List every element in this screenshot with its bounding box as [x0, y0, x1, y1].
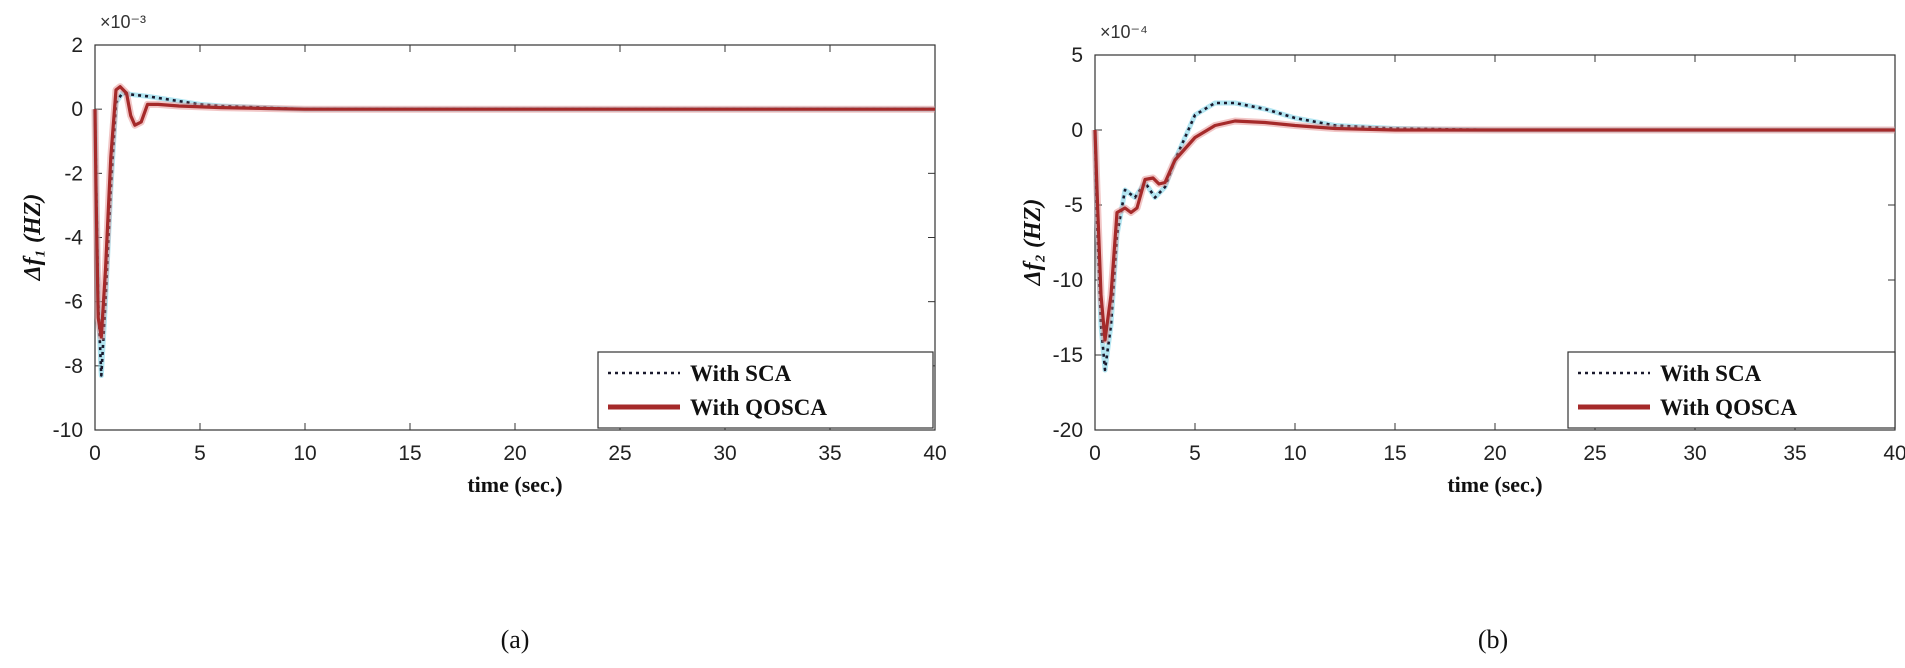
- x-tick-label: 0: [1089, 442, 1101, 465]
- x-tick-label: 40: [1883, 442, 1905, 465]
- x-tick-label: 35: [1783, 442, 1806, 465]
- chart-panel-b: 0 5 10 15 20 25 30 35 40 5 0 -5 -10 -15 -20 With SCA Wit…: [1020, 22, 1905, 654]
- y-axis-label: Δf₁ (HZ): [20, 194, 46, 282]
- x-tick-label: 35: [818, 442, 841, 465]
- y-tick-label: -20: [1053, 419, 1083, 442]
- x-tick-label: 0: [89, 442, 101, 465]
- y-tick-label: -6: [64, 291, 83, 314]
- legend-box: [597, 351, 934, 429]
- legend-box: [1567, 351, 1896, 429]
- x-axis-label: time (sec.): [1447, 472, 1542, 497]
- x-tick-label: 5: [1189, 442, 1201, 465]
- y-tick-label: -8: [64, 355, 83, 378]
- x-tick-label: 40: [923, 442, 946, 465]
- y-axis-label: Δf₂ (HZ): [1020, 199, 1046, 287]
- y-tick-label: 5: [1071, 44, 1083, 67]
- y-tick-label: -2: [64, 162, 83, 185]
- legend-label: With SCA: [1660, 361, 1762, 386]
- x-tick-label: 20: [503, 442, 526, 465]
- x-tick-label: 5: [194, 442, 206, 465]
- y-tick-label: -10: [1053, 269, 1083, 292]
- y-tick-label: 2: [71, 34, 83, 57]
- legend-label: With QOSCA: [1660, 395, 1797, 420]
- series-line-sca: [93, 91, 935, 377]
- y-tick-label: 0: [71, 98, 83, 121]
- y-tick-label: -4: [64, 227, 83, 250]
- x-tick-label: 15: [398, 442, 421, 465]
- x-tick-label: 10: [293, 442, 316, 465]
- x-tick-label: 15: [1383, 442, 1406, 465]
- y-tick-label: -15: [1053, 344, 1083, 367]
- y-axis-multiplier: ×10⁻³: [100, 12, 146, 32]
- legend-label: With QOSCA: [690, 395, 827, 420]
- legend-label: With SCA: [690, 361, 792, 386]
- x-tick-label: 25: [608, 442, 631, 465]
- series-line-qosca: [93, 85, 935, 339]
- series-line-qosca: [1093, 119, 1895, 342]
- y-tick-label: -5: [1064, 194, 1083, 217]
- x-tick-label: 30: [1683, 442, 1706, 465]
- x-axis-label: time (sec.): [467, 472, 562, 497]
- y-tick-label: 0: [1071, 119, 1083, 142]
- y-tick-label: -10: [53, 419, 83, 442]
- y-axis-multiplier: ×10⁻⁴: [1100, 22, 1148, 42]
- x-tick-label: 10: [1283, 442, 1306, 465]
- x-tick-label: 20: [1483, 442, 1506, 465]
- panel-caption: (b): [1478, 625, 1508, 654]
- x-tick-label: 30: [713, 442, 736, 465]
- x-tick-label: 25: [1583, 442, 1606, 465]
- panel-caption: (a): [501, 625, 530, 654]
